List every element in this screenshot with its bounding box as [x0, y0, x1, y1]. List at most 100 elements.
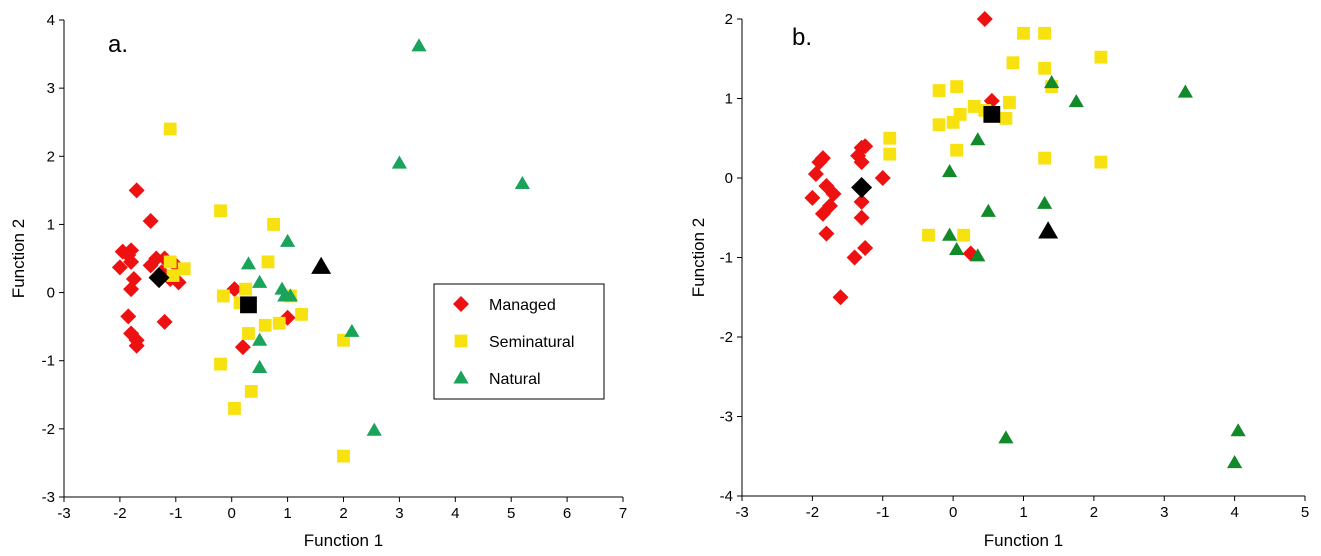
seminatural-point	[1094, 155, 1108, 169]
centroid-diamond-point	[851, 177, 873, 199]
managed-point	[853, 209, 870, 226]
scatter-panel-a: -3 -2 -1 0 1 2 3 4 5 6 7 -3 -2 -1 0 1 2 3 4 Function 1 Funct…	[9, 12, 627, 550]
x-tick-label: 3	[395, 505, 403, 522]
y-tick-label: 0	[47, 285, 55, 302]
managed-point	[976, 11, 993, 27]
x-axis-label: Function 1	[304, 531, 383, 550]
managed-point	[226, 281, 243, 298]
natural-point	[949, 241, 965, 256]
natural-point	[970, 248, 986, 262]
managed-point	[821, 197, 838, 214]
natural-point	[942, 164, 958, 178]
y-tick-label: -4	[720, 488, 733, 505]
managed-point	[857, 138, 874, 155]
managed-point	[234, 339, 251, 356]
natural-point	[970, 132, 986, 146]
x-tick-label: 0	[949, 504, 957, 521]
managed-point	[128, 182, 145, 199]
managed-point	[156, 313, 173, 330]
seminatural-point	[337, 333, 350, 347]
x-tick-label: 4	[451, 505, 459, 522]
managed-point	[128, 337, 145, 354]
seminatural-point	[883, 131, 897, 145]
x-tick-label: 5	[507, 505, 515, 522]
managed-point	[818, 225, 835, 242]
centroid-triangle-point	[1038, 221, 1059, 239]
y-tick-label: -3	[720, 409, 733, 426]
y-tick-label: 4	[47, 12, 55, 29]
natural-point	[1227, 455, 1243, 469]
seminatural-point	[244, 384, 258, 398]
x-tick-label: 7	[619, 505, 627, 522]
seminatural-point	[1006, 56, 1020, 70]
natural-point	[1044, 75, 1060, 89]
seminatural-point	[922, 228, 935, 242]
natural-point	[252, 359, 268, 374]
managed-point	[123, 281, 140, 298]
natural-point	[240, 256, 257, 270]
legend-marker-seminatural	[454, 334, 468, 348]
natural-point	[1037, 195, 1053, 209]
series-managed	[804, 11, 1000, 306]
x-tick-label: 1	[283, 505, 291, 522]
y-axis-label: Function 2	[689, 218, 708, 297]
seminatural-point	[1003, 96, 1016, 109]
seminatural-point	[932, 118, 946, 132]
seminatural-point	[166, 269, 180, 282]
x-tick-label: -3	[57, 505, 70, 522]
managed-point	[123, 253, 140, 270]
series-centroids	[148, 256, 332, 314]
natural-point	[366, 422, 382, 436]
seminatural-point	[883, 147, 897, 161]
seminatural-point	[950, 80, 964, 93]
series-seminatural	[883, 26, 1108, 242]
legend-label-managed: Managed	[489, 297, 556, 314]
seminatural-point	[953, 108, 967, 121]
x-tick-label: 2	[1090, 504, 1098, 521]
series-natural	[942, 75, 1246, 469]
managed-point	[804, 189, 821, 206]
managed-point	[148, 250, 165, 267]
managed-point	[853, 193, 870, 210]
seminatural-point	[1038, 151, 1052, 165]
seminatural-point	[1017, 26, 1030, 40]
natural-point	[280, 233, 296, 247]
managed-point	[825, 185, 842, 202]
seminatural-point	[258, 318, 272, 332]
managed-point	[120, 308, 137, 325]
seminatural-point	[216, 289, 230, 303]
seminatural-point	[214, 204, 227, 218]
legend-marker-natural	[453, 370, 469, 384]
centroid-square-point	[240, 296, 257, 314]
legend-label-seminatural: Seminatural	[489, 334, 574, 351]
x-axis-label: Function 1	[984, 531, 1063, 550]
seminatural-point	[957, 228, 971, 242]
y-tick-label: -1	[720, 250, 733, 267]
x-tick-label: 3	[1160, 504, 1168, 521]
y-tick-label: 3	[47, 80, 55, 97]
natural-point	[998, 430, 1014, 444]
y-tick-label: 1	[725, 91, 733, 108]
x-tick-label: 5	[1301, 504, 1309, 521]
natural-point	[980, 203, 996, 217]
y-tick-label: -1	[42, 353, 55, 370]
seminatural-point	[261, 255, 275, 269]
y-axis-label: Function 2	[9, 219, 28, 298]
natural-point	[391, 155, 407, 169]
seminatural-point	[239, 282, 253, 296]
series-natural	[240, 38, 530, 436]
natural-point	[344, 323, 360, 337]
managed-point	[832, 289, 849, 306]
natural-point	[411, 38, 427, 52]
y-tick-label: -2	[42, 421, 55, 438]
panel-label: a.	[108, 31, 128, 58]
managed-point	[807, 166, 824, 183]
y-tick-label: 2	[725, 11, 733, 28]
seminatural-point	[337, 449, 350, 463]
legend-marker-managed	[453, 296, 469, 312]
managed-point	[857, 239, 874, 256]
natural-point	[252, 332, 268, 346]
natural-point	[282, 288, 298, 302]
